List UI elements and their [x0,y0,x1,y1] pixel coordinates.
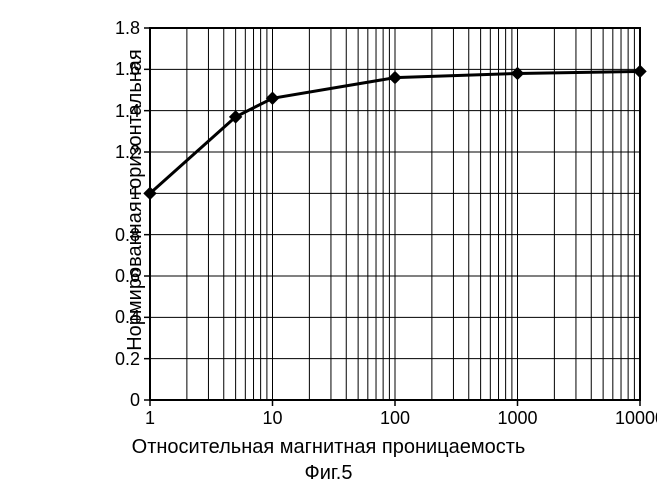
y-tick-label: 1.8 [115,18,140,39]
y-tick-label: 0.2 [115,349,140,370]
x-tick-label: 10000 [610,408,657,429]
y-tick-label: 1 [130,183,140,204]
x-tick-label: 100 [365,408,425,429]
y-tick-label: 1.4 [115,101,140,122]
y-tick-label: 1.2 [115,142,140,163]
x-tick-label: 1000 [488,408,548,429]
figure-container: Нормированная горизонтальная компонента … [0,0,657,500]
chart-plot-area [0,0,657,500]
x-axis-label: Относительная магнитная проницаемость [0,436,657,459]
y-tick-label: 0.6 [115,266,140,287]
x-tick-label: 10 [243,408,303,429]
y-tick-label: 0.4 [115,307,140,328]
y-tick-label: 0.8 [115,225,140,246]
x-tick-label: 1 [120,408,180,429]
figure-caption: Фиг.5 [0,462,657,485]
y-tick-label: 1.6 [115,59,140,80]
